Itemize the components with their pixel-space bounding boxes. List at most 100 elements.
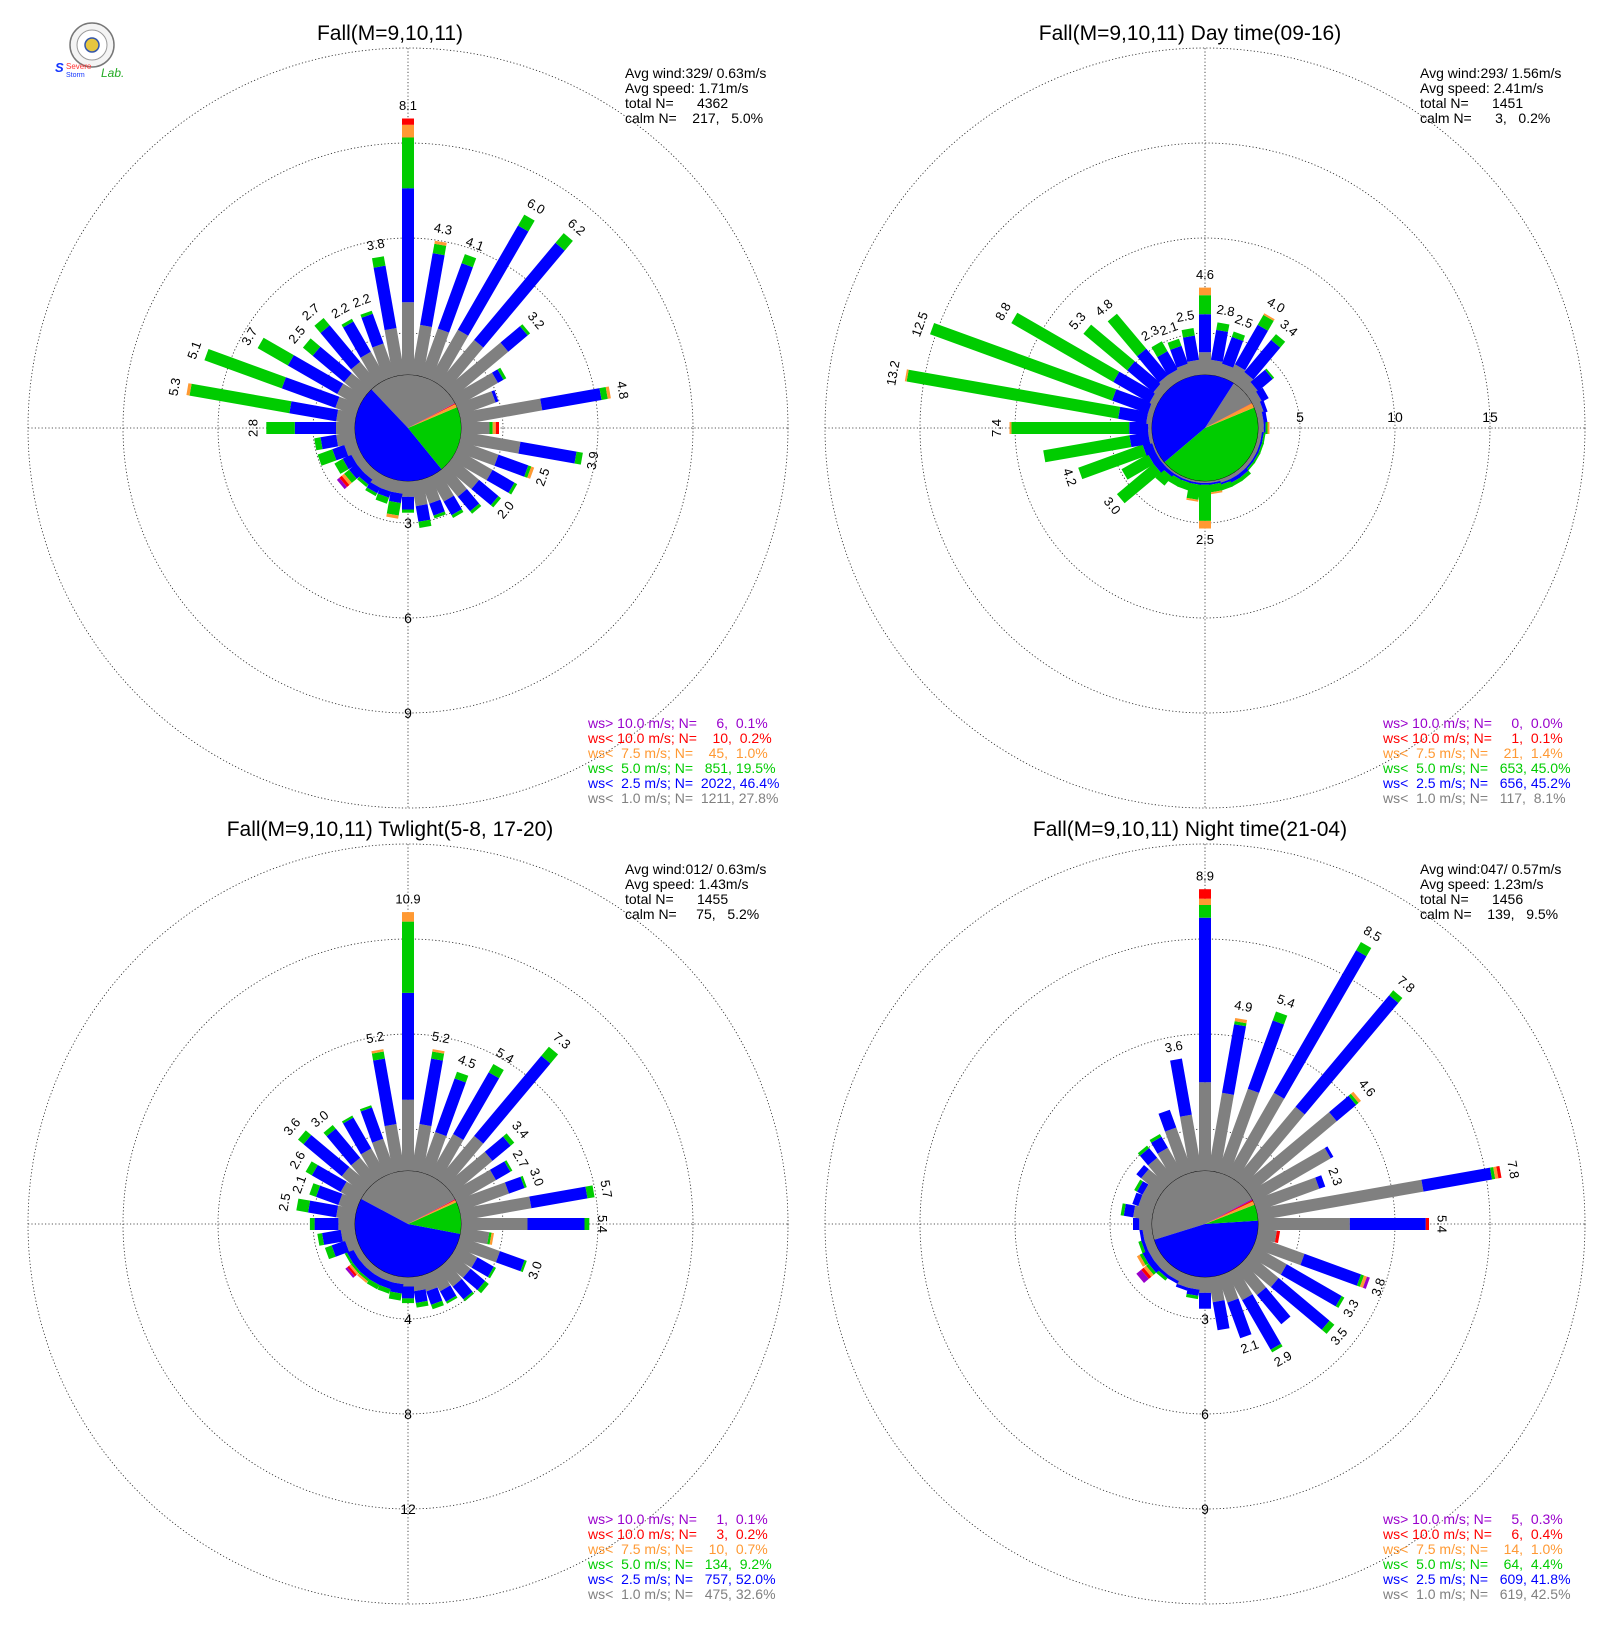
bar-segment (444, 457, 480, 490)
bar-segment (1199, 481, 1211, 483)
bar-segment (369, 1273, 384, 1286)
bar-segment (459, 398, 543, 425)
bar-segment (347, 1265, 357, 1277)
bar-label: 4.2 (1060, 466, 1080, 488)
bar-segment (1267, 422, 1270, 434)
bar-segment (1167, 1275, 1179, 1284)
bar-segment (1151, 1136, 1168, 1154)
bar-label: 3.8 (365, 235, 385, 253)
bar-segment (402, 1277, 414, 1287)
bar-segment (1247, 1020, 1284, 1093)
bar-segment (357, 1273, 368, 1283)
bar-segment (429, 470, 454, 502)
bar-segment (1149, 1134, 1162, 1143)
bar-segment (324, 1245, 336, 1260)
bar-segment (1244, 339, 1281, 380)
calm-disk-sector (1164, 407, 1258, 481)
bar-segment (1011, 422, 1130, 434)
bar-segment (489, 1232, 494, 1245)
bar-segment (518, 214, 535, 232)
bar-segment (495, 1251, 525, 1272)
legend-entry: ws< 7.5 m/s; N= 45, 1.0% (587, 745, 768, 761)
bar-label: 5.4 (595, 1215, 610, 1233)
bar-segment (463, 1291, 475, 1302)
bar-segment (1228, 474, 1241, 484)
bar-segment (1216, 322, 1230, 332)
bar-segment (312, 346, 352, 383)
bar-label: 2.8 (1215, 302, 1235, 320)
wind-rose-panel-2: 5 10 154.62.82.54.03.42.53.04.27.413.212.5… (824, 22, 1586, 809)
bar-segment (340, 1181, 366, 1203)
bar-segment (520, 1175, 527, 1188)
bar-segment (402, 124, 414, 138)
bar-segment (1180, 1114, 1202, 1173)
stats-line: Avg wind:293/ 1.56m/s (1420, 65, 1561, 81)
bar-segment (440, 1285, 457, 1302)
bar-segment (503, 1133, 515, 1146)
bar-segment (1239, 470, 1251, 482)
bar-segment (474, 242, 565, 348)
bar-segment (930, 323, 1117, 401)
grid-ring (1014, 237, 1396, 619)
bar-segment (1226, 1266, 1253, 1301)
bar-segment (1241, 1112, 1337, 1195)
bar-segment (266, 422, 295, 434)
calm-disk-sector (1205, 403, 1252, 428)
bar-segment (1120, 1203, 1126, 1216)
bar-segment (1186, 482, 1201, 500)
bar-segment (1272, 1011, 1288, 1025)
bar-segment (360, 351, 387, 386)
bar-segment (1280, 1264, 1342, 1307)
bar-segment (541, 1046, 559, 1064)
bar-segment (453, 1072, 500, 1140)
legend-entry: ws< 1.0 m/s; N= 619, 42.5% (1382, 1586, 1571, 1602)
bar-segment (349, 1264, 359, 1275)
bar-segment (1043, 435, 1132, 463)
bar-label: 5.4 (1435, 1215, 1450, 1233)
ring-label: 9 (1201, 1501, 1209, 1517)
bar-segment (1300, 1253, 1361, 1286)
legend-entry: ws< 10.0 m/s; N= 6, 0.4% (1382, 1526, 1563, 1542)
chart-title: Fall(M=9,10,11) Twlight(5-8, 17-20) (227, 818, 554, 841)
bar-segment (420, 1132, 447, 1177)
bar-segment (402, 912, 414, 922)
bar-segment (1252, 1236, 1305, 1266)
bar-segment (1139, 1253, 1149, 1266)
legend-entry: ws> 10.0 m/s; N= 6, 0.1% (587, 715, 768, 731)
bar-segment (487, 1266, 496, 1279)
ring-label: 6 (1201, 1406, 1209, 1422)
bar-segment (1167, 338, 1182, 350)
legend-entry: ws< 2.5 m/s; N= 2022, 46.4% (587, 775, 779, 791)
bar-segment (471, 479, 499, 506)
bar-segment (1208, 1275, 1225, 1303)
bar-segment (1181, 328, 1195, 338)
bar-segment (574, 451, 583, 465)
bar-segment (490, 1161, 511, 1181)
bar-segment (1356, 1274, 1364, 1287)
grid-ring (1109, 332, 1301, 524)
bar-segment (384, 1124, 405, 1173)
bar-segment (296, 1198, 311, 1213)
bar-segment (420, 475, 441, 504)
bar-segment (1078, 444, 1147, 480)
bar-segment (1256, 431, 1262, 444)
bar-segment (459, 431, 521, 454)
bar-segment (426, 1287, 443, 1305)
bar-segment (489, 422, 493, 434)
bar-label: 2.2 (329, 299, 352, 321)
bar-segment (360, 1148, 387, 1182)
stats-line: calm N= 3, 0.2% (1420, 110, 1550, 126)
bar-segment (189, 383, 292, 414)
bar-segment (1356, 942, 1372, 957)
bar-segment (1199, 314, 1211, 353)
bar-segment (527, 1218, 585, 1230)
bar-segment (1247, 1148, 1331, 1203)
calm-disk-sector (355, 1199, 461, 1278)
bar-segment (527, 466, 535, 479)
bar-segment (1259, 432, 1264, 445)
calm-disk-sector (408, 1202, 462, 1234)
bar-segment (1226, 364, 1246, 386)
bar-segment (1324, 1146, 1334, 1159)
bar-segment (520, 1260, 527, 1273)
bar-segment (402, 992, 414, 1100)
